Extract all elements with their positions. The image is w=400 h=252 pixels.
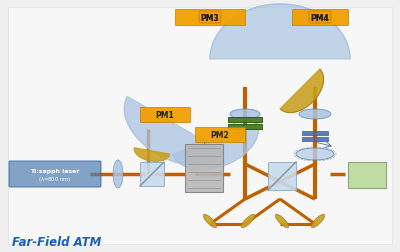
Bar [195,128,245,142]
Polygon shape [134,148,170,162]
Ellipse shape [311,214,325,228]
Ellipse shape [230,110,260,119]
Ellipse shape [113,160,123,188]
Polygon shape [173,124,258,170]
Bar [140,162,164,186]
Bar [228,124,262,130]
Bar [175,10,245,26]
Text: PM4: PM4 [311,13,329,22]
Bar [185,144,223,192]
Text: PM3: PM3 [201,13,219,22]
Ellipse shape [296,148,334,160]
Text: Ti:sapph laser: Ti:sapph laser [30,169,80,174]
Ellipse shape [299,110,331,119]
Text: PM3: PM3 [201,13,219,22]
Text: PM1: PM1 [156,110,174,119]
Text: PM2: PM2 [211,130,229,139]
Ellipse shape [203,214,217,228]
Bar [140,108,190,122]
Bar [302,132,328,136]
Text: ($\lambda$=800 nm): ($\lambda$=800 nm) [38,175,72,184]
Ellipse shape [241,214,255,228]
Ellipse shape [275,214,289,228]
FancyBboxPatch shape [9,161,101,187]
Bar [228,117,262,122]
Bar [348,162,386,188]
Bar [302,137,328,141]
Bar [292,10,348,26]
Polygon shape [124,97,223,165]
Polygon shape [210,5,350,60]
Text: Far-Field ATM: Far-Field ATM [12,236,101,248]
Polygon shape [280,70,324,113]
Text: PM4: PM4 [311,13,329,22]
Bar [268,162,296,190]
